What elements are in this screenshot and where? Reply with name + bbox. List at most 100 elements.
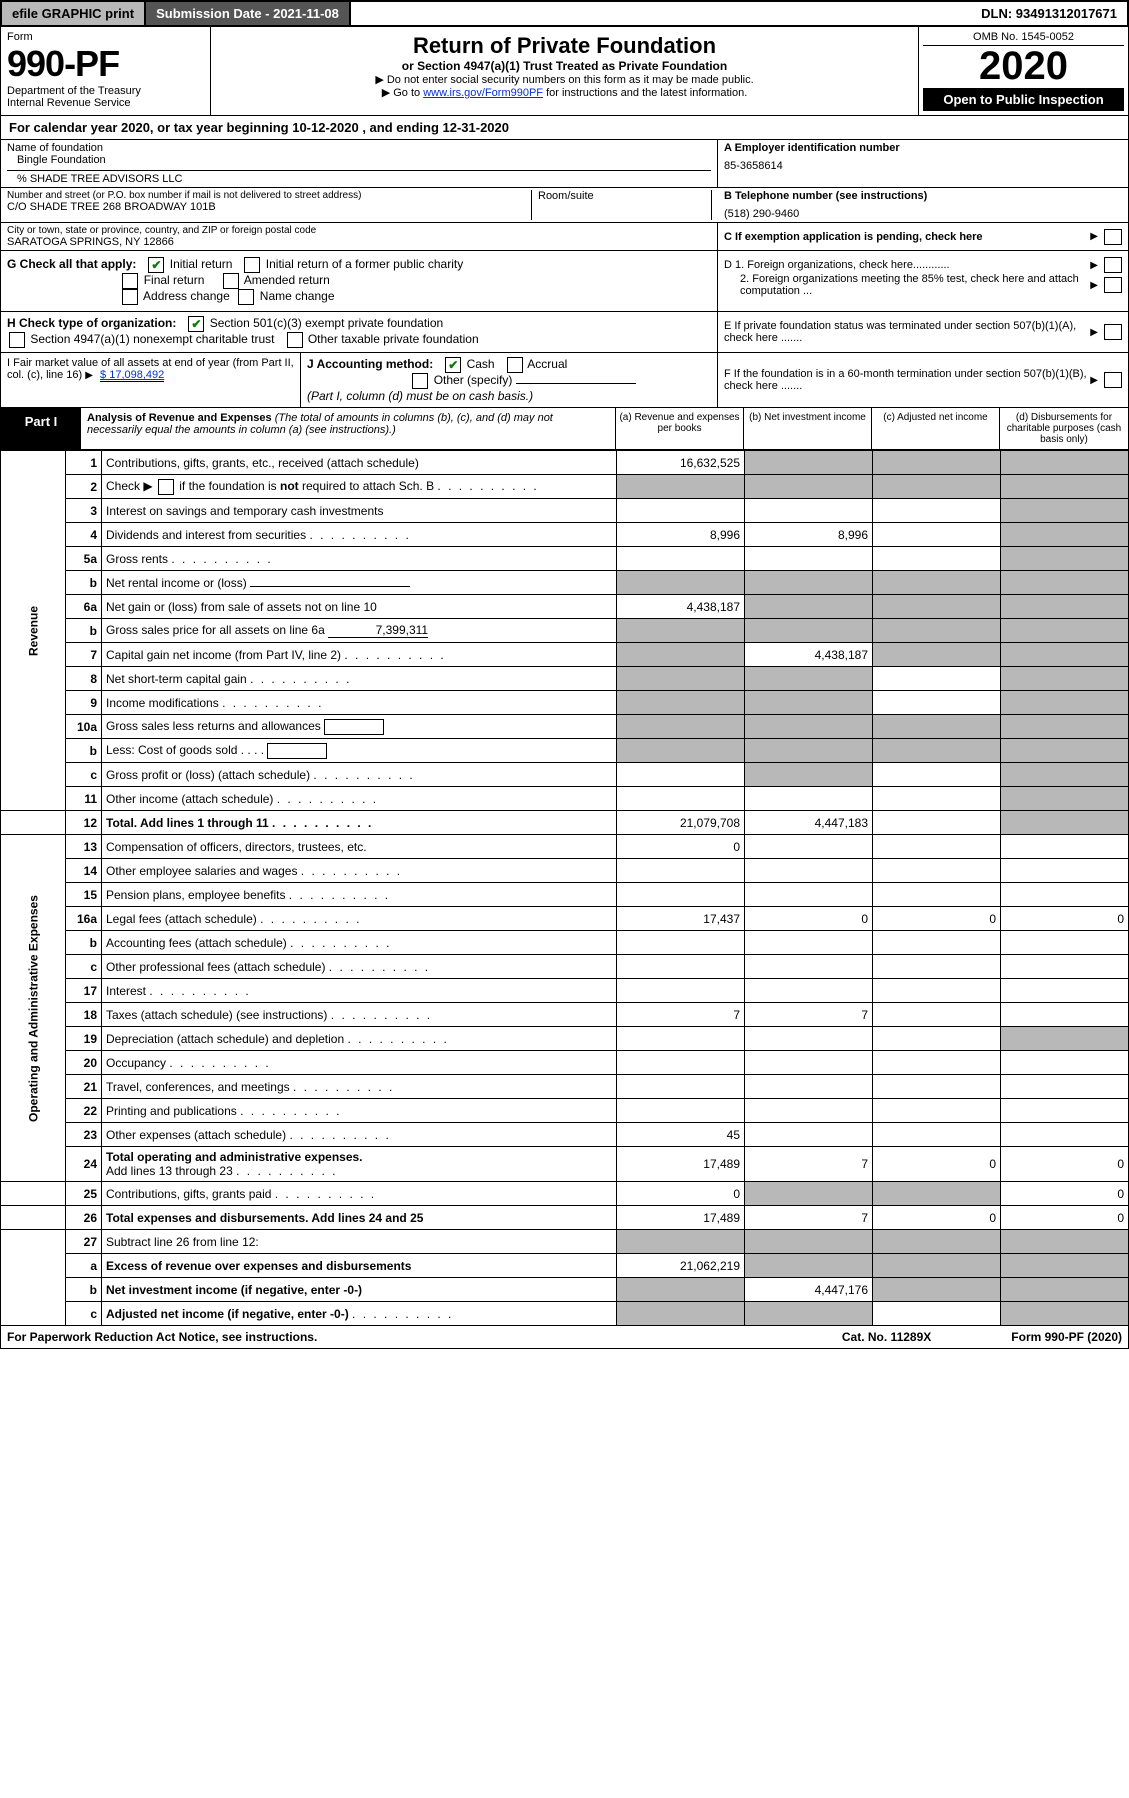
e-label: E If private foundation status was termi… — [724, 320, 1090, 344]
g-amended: Amended return — [244, 273, 330, 287]
arrow-icon: ▶ — [1090, 327, 1098, 338]
table-row: 19 Depreciation (attach schedule) and de… — [1, 1027, 1129, 1051]
ck-cash[interactable]: ✔ — [445, 357, 461, 373]
instructions-link[interactable]: www.irs.gov/Form990PF — [423, 87, 543, 99]
line-num: 18 — [66, 1003, 102, 1027]
line-num: 11 — [66, 787, 102, 811]
line-num: b — [66, 931, 102, 955]
val-a — [617, 499, 745, 523]
table-row: 3 Interest on savings and temporary cash… — [1, 499, 1129, 523]
val-d — [1001, 979, 1129, 1003]
c-checkbox[interactable] — [1104, 229, 1122, 245]
line-desc: Pension plans, employee benefits — [102, 883, 617, 907]
val-a — [617, 955, 745, 979]
ck-initial-public[interactable] — [244, 257, 260, 273]
val-a — [617, 1278, 745, 1302]
ck-schb[interactable] — [158, 479, 174, 495]
val-b — [745, 1027, 873, 1051]
line-desc: Interest — [102, 979, 617, 1003]
ck-final[interactable] — [122, 273, 138, 289]
table-row: c Other professional fees (attach schedu… — [1, 955, 1129, 979]
header-right: OMB No. 1545-0052 2020 Open to Public In… — [918, 27, 1128, 115]
arrow-icon: ▶ — [1090, 375, 1098, 386]
ein-block: A Employer identification number 85-3658… — [718, 140, 1128, 187]
val-a: 7 — [617, 1003, 745, 1027]
line-desc: Net gain or (loss) from sale of assets n… — [102, 595, 617, 619]
line-desc: Capital gain net income (from Part IV, l… — [102, 643, 617, 667]
val-c — [873, 547, 1001, 571]
val-b — [745, 595, 873, 619]
side-revenue: Revenue — [1, 451, 66, 811]
table-row: 26 Total expenses and disbursements. Add… — [1, 1206, 1129, 1230]
topbar-fill — [351, 2, 971, 25]
val-a — [617, 979, 745, 1003]
table-row: 24 Total operating and administrative ex… — [1, 1147, 1129, 1182]
d2-checkbox[interactable] — [1104, 277, 1122, 293]
d1-label: D 1. Foreign organizations, check here..… — [724, 259, 1090, 271]
topbar: efile GRAPHIC print Submission Date - 20… — [0, 0, 1129, 27]
form-number: 990-PF — [7, 43, 204, 85]
efile-print-button[interactable]: efile GRAPHIC print — [2, 2, 146, 25]
table-row: 23 Other expenses (attach schedule) 45 — [1, 1123, 1129, 1147]
ck-initial[interactable]: ✔ — [148, 257, 164, 273]
val-b: 4,438,187 — [745, 643, 873, 667]
table-row: 10a Gross sales less returns and allowan… — [1, 715, 1129, 739]
side-expenses: Operating and Administrative Expenses — [1, 835, 66, 1182]
ck-accrual[interactable] — [507, 357, 523, 373]
ck-amended[interactable] — [223, 273, 239, 289]
fmv-link[interactable]: $ 17,098,492 — [100, 369, 164, 382]
line-desc: Income modifications — [102, 691, 617, 715]
val-d — [1001, 811, 1129, 835]
val-c — [873, 787, 1001, 811]
table-row: a Excess of revenue over expenses and di… — [1, 1254, 1129, 1278]
val-d — [1001, 1051, 1129, 1075]
val-c — [873, 715, 1001, 739]
line-desc: Total expenses and disbursements. Add li… — [102, 1206, 617, 1230]
e-checkbox[interactable] — [1104, 324, 1122, 340]
val-b — [745, 739, 873, 763]
ck-addr-change[interactable] — [122, 289, 138, 305]
val-b: 0 — [745, 907, 873, 931]
val-b — [745, 787, 873, 811]
val-b — [745, 979, 873, 1003]
ck-other-tax[interactable] — [287, 332, 303, 348]
name-block: Name of foundation Bingle Foundation % S… — [0, 140, 1129, 188]
val-d — [1001, 883, 1129, 907]
table-row: 7 Capital gain net income (from Part IV,… — [1, 643, 1129, 667]
val-b: 7 — [745, 1206, 873, 1230]
val-b — [745, 451, 873, 475]
line-desc: Taxes (attach schedule) (see instruction… — [102, 1003, 617, 1027]
val-b — [745, 883, 873, 907]
j-other: Other (specify) — [434, 373, 513, 387]
table-row: b Net rental income or (loss) — [1, 571, 1129, 595]
line-desc: Total. Add lines 1 through 11 — [102, 811, 617, 835]
f-checkbox[interactable] — [1104, 372, 1122, 388]
val-c: 0 — [873, 1206, 1001, 1230]
line-num: 27 — [66, 1230, 102, 1254]
h-opt1: Section 501(c)(3) exempt private foundat… — [210, 316, 443, 330]
d1-checkbox[interactable] — [1104, 257, 1122, 273]
ck-name-change[interactable] — [238, 289, 254, 305]
city-block: City or town, state or province, country… — [0, 223, 1129, 251]
val-c — [873, 1123, 1001, 1147]
val-b: 8,996 — [745, 523, 873, 547]
ck-other-method[interactable] — [412, 373, 428, 389]
ck-501c3[interactable]: ✔ — [188, 316, 204, 332]
g-name-change: Name change — [260, 289, 335, 303]
line-num: b — [66, 619, 102, 643]
ck-4947[interactable] — [9, 332, 25, 348]
val-d — [1001, 763, 1129, 787]
open-public: Open to Public Inspection — [923, 88, 1124, 111]
line-num: 4 — [66, 523, 102, 547]
val-b — [745, 1230, 873, 1254]
table-row: 6a Net gain or (loss) from sale of asset… — [1, 595, 1129, 619]
header-left: Form 990-PF Department of the Treasury I… — [1, 27, 211, 115]
header-center: Return of Private Foundation or Section … — [211, 27, 918, 115]
table-row: c Gross profit or (loss) (attach schedul… — [1, 763, 1129, 787]
dept: Department of the Treasury — [7, 85, 204, 97]
line-num: 10a — [66, 715, 102, 739]
name-left: Name of foundation Bingle Foundation % S… — [1, 140, 718, 187]
revenue-table: Revenue 1 Contributions, gifts, grants, … — [0, 450, 1129, 1326]
val-c: 0 — [873, 1147, 1001, 1182]
footer-right: Form 990-PF (2020) — [1011, 1330, 1122, 1344]
